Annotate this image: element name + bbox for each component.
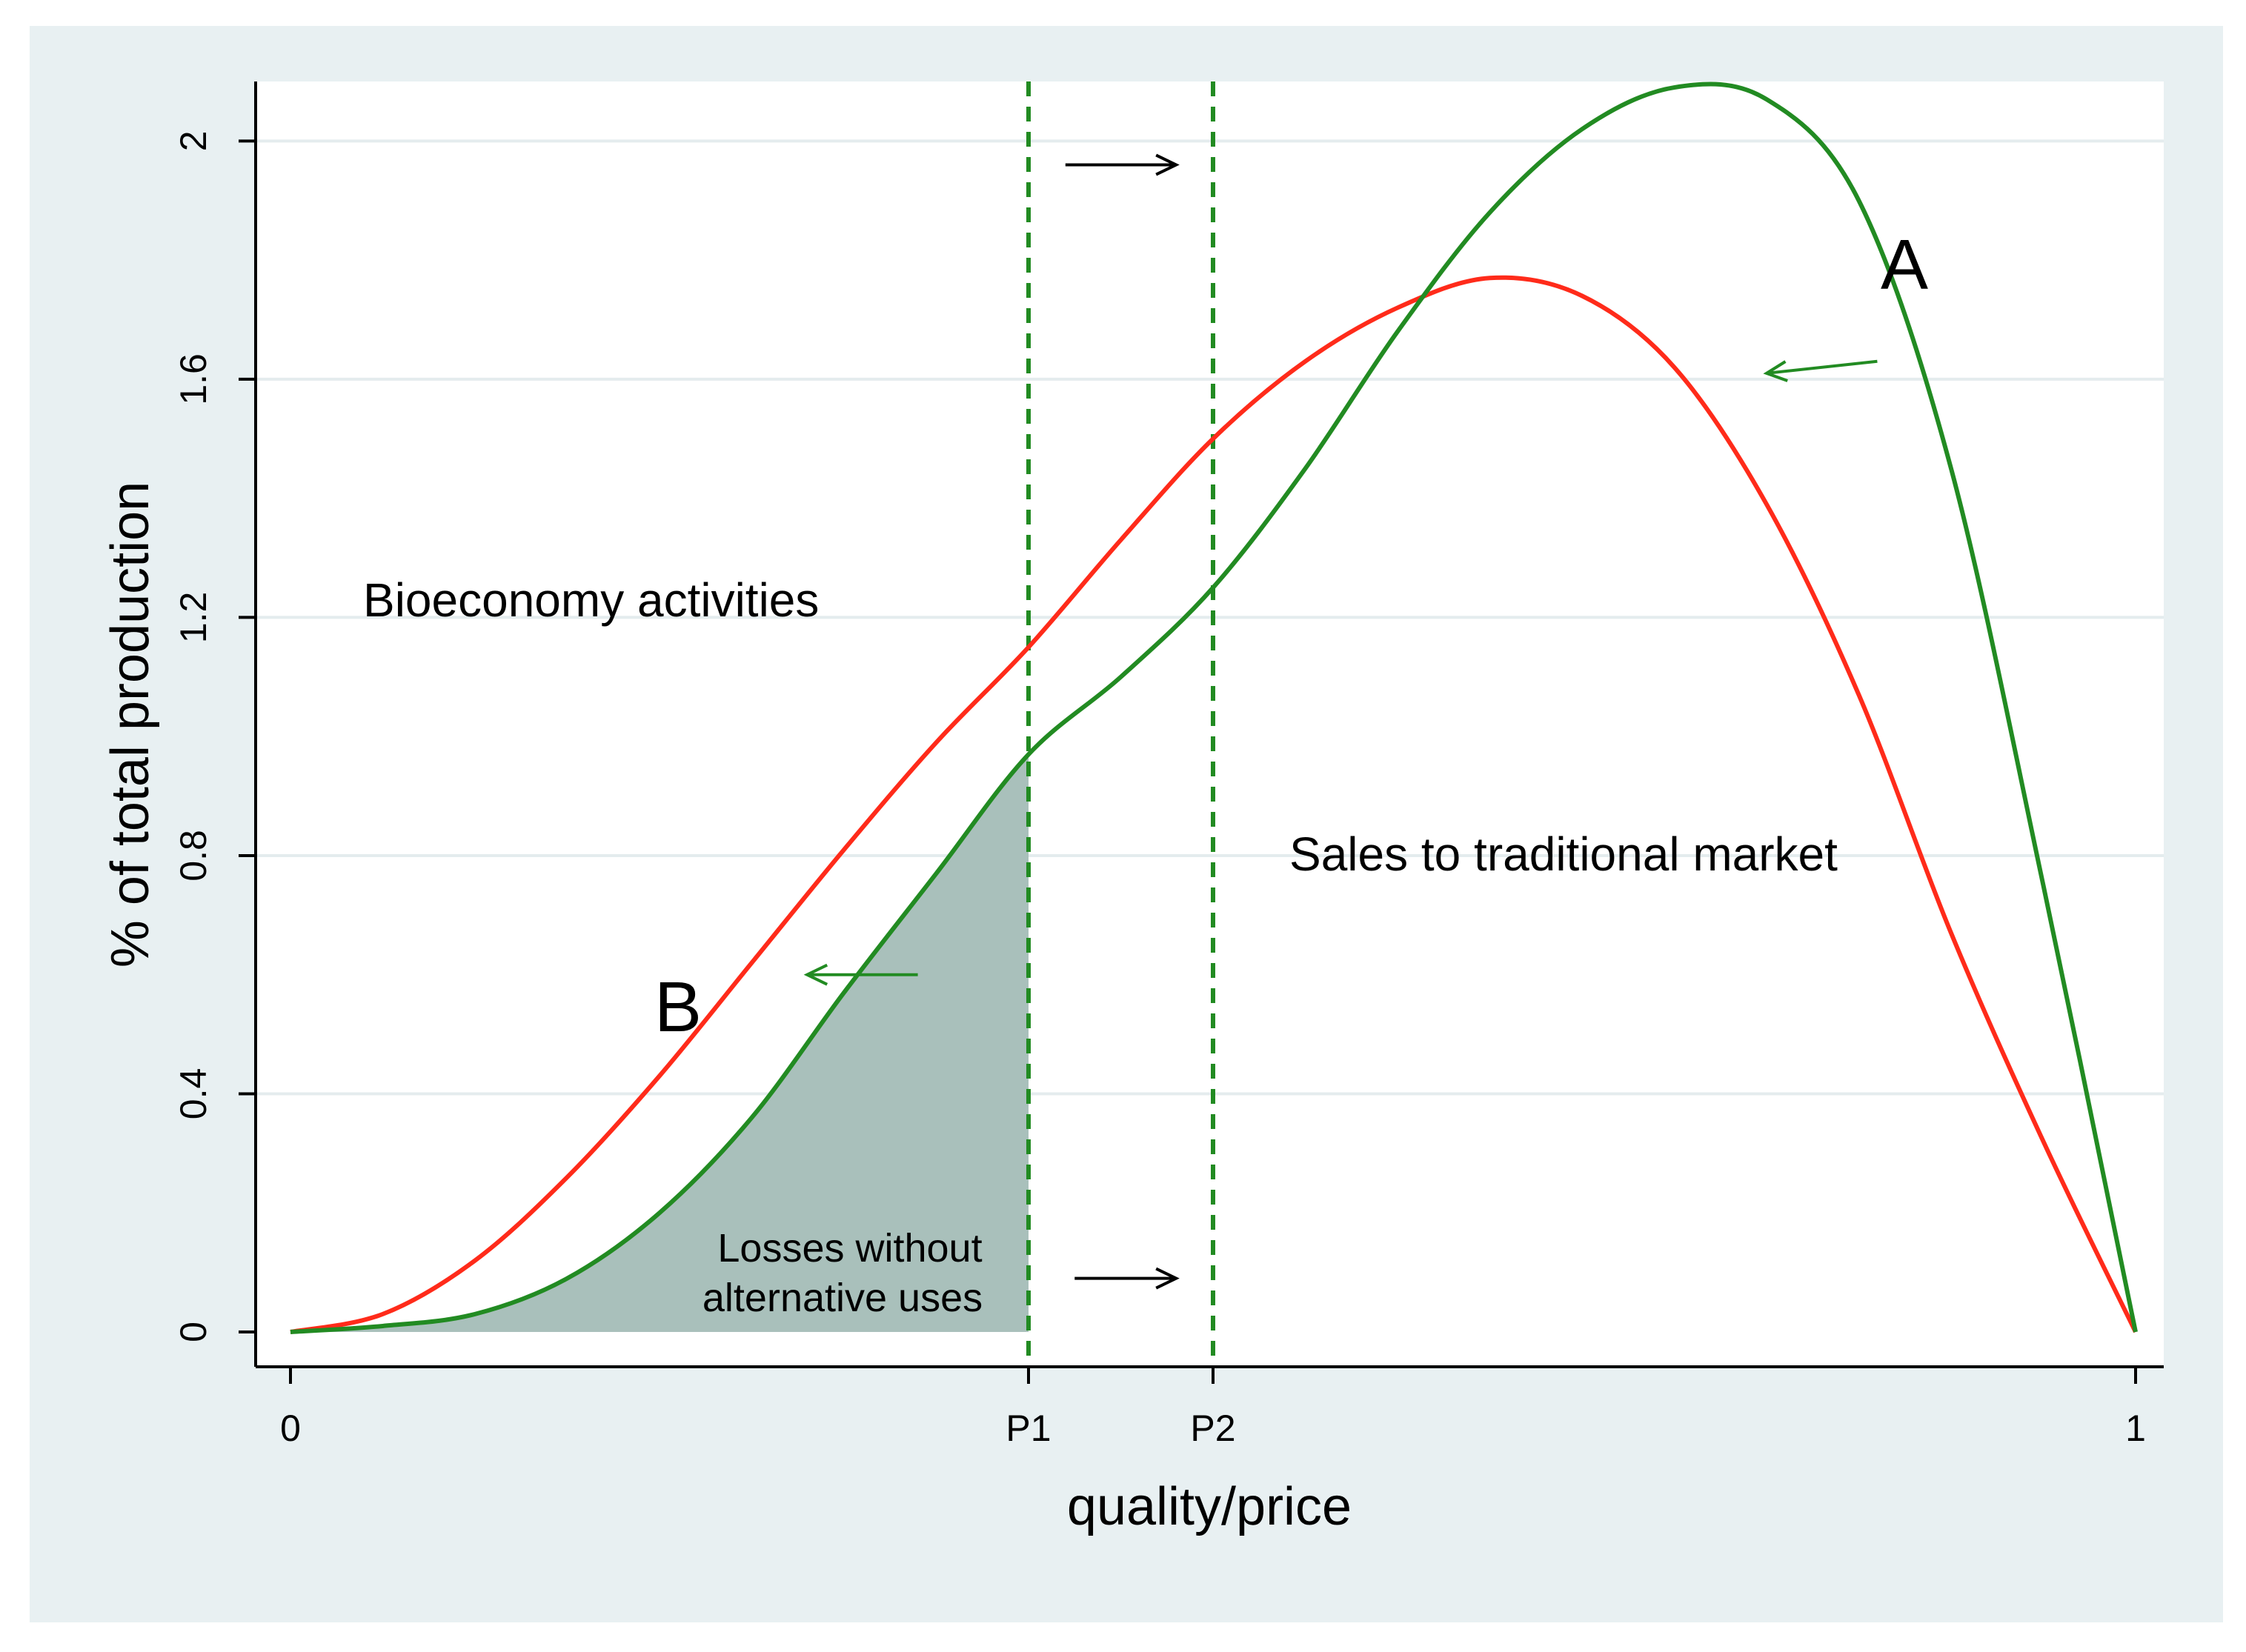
- arrow-0: [1065, 153, 1180, 176]
- arrow-head-0: [1155, 153, 1180, 176]
- y-tick-label-0: 0: [173, 1322, 214, 1342]
- shaded-label-line-1: Losses without: [717, 1226, 982, 1270]
- gridlines: [256, 139, 2164, 1096]
- y-tick-label-2: 0.8: [173, 830, 214, 882]
- arrow-1: [1074, 1267, 1180, 1290]
- arrow-2: [1763, 359, 1878, 382]
- annotation-sales: Sales to traditional market: [1289, 827, 1838, 881]
- x-axis-title: quality/price: [1067, 1477, 1352, 1536]
- y-tick-label-4: 1.6: [173, 353, 214, 405]
- vertical-lines: [1026, 81, 1215, 1367]
- curve-label-a: A: [1881, 225, 1928, 304]
- arrow-head-3: [803, 963, 828, 986]
- x-tick-label-1: P1: [1006, 1408, 1051, 1449]
- y-axis-title: % of total production: [101, 482, 160, 967]
- series-curves: [290, 81, 2138, 1334]
- axes: [254, 81, 2164, 1368]
- y-tick-label-3: 1.2: [173, 592, 214, 644]
- shaded-region-losses: [290, 754, 1029, 1332]
- arrow-3: [803, 963, 918, 986]
- series-line-b: [290, 275, 2138, 1334]
- arrow-head-2: [1763, 360, 1788, 382]
- y-tick-label-5: 2: [173, 130, 214, 151]
- curve-label-b: B: [654, 967, 702, 1047]
- plot-area: [256, 81, 2164, 1367]
- x-tick-label-3: 1: [2125, 1408, 2146, 1449]
- series-line-a: [290, 81, 2138, 1334]
- shaded-label-line-2: alternative uses: [702, 1276, 983, 1320]
- x-tick-label-2: P2: [1190, 1408, 1235, 1449]
- x-axis-ticks: 0 P1 P2 1: [280, 1367, 2146, 1449]
- arrow-head-1: [1155, 1267, 1180, 1290]
- y-tick-label-1: 0.4: [173, 1068, 214, 1120]
- annotation-bioeconomy: Bioeconomy activities: [363, 573, 819, 627]
- x-tick-label-0: 0: [280, 1408, 301, 1449]
- y-axis-ticks: 0 0.4 0.8 1.2 1.6 2: [173, 130, 256, 1342]
- arrow-shaft-2: [1766, 359, 1878, 375]
- arrows: [803, 153, 1878, 1290]
